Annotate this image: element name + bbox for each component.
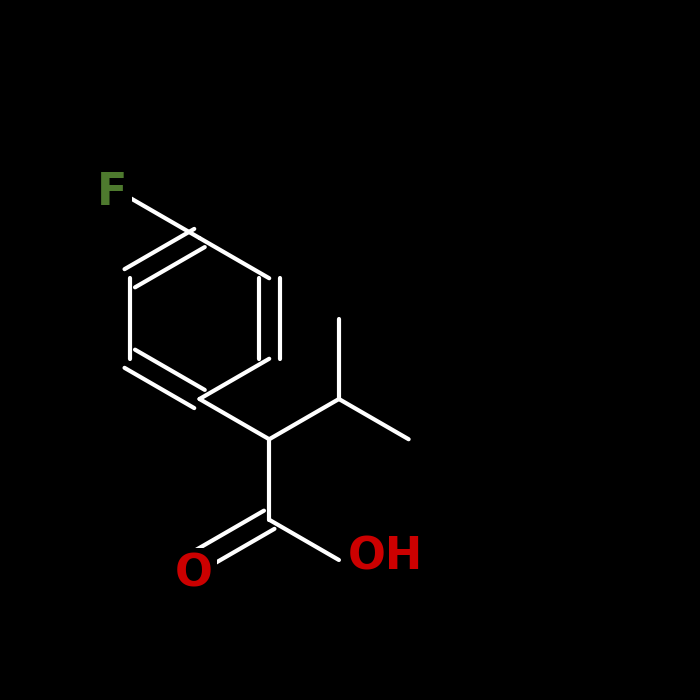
Text: O: O — [175, 552, 213, 596]
Text: OH: OH — [347, 535, 423, 578]
Text: F: F — [97, 171, 127, 213]
